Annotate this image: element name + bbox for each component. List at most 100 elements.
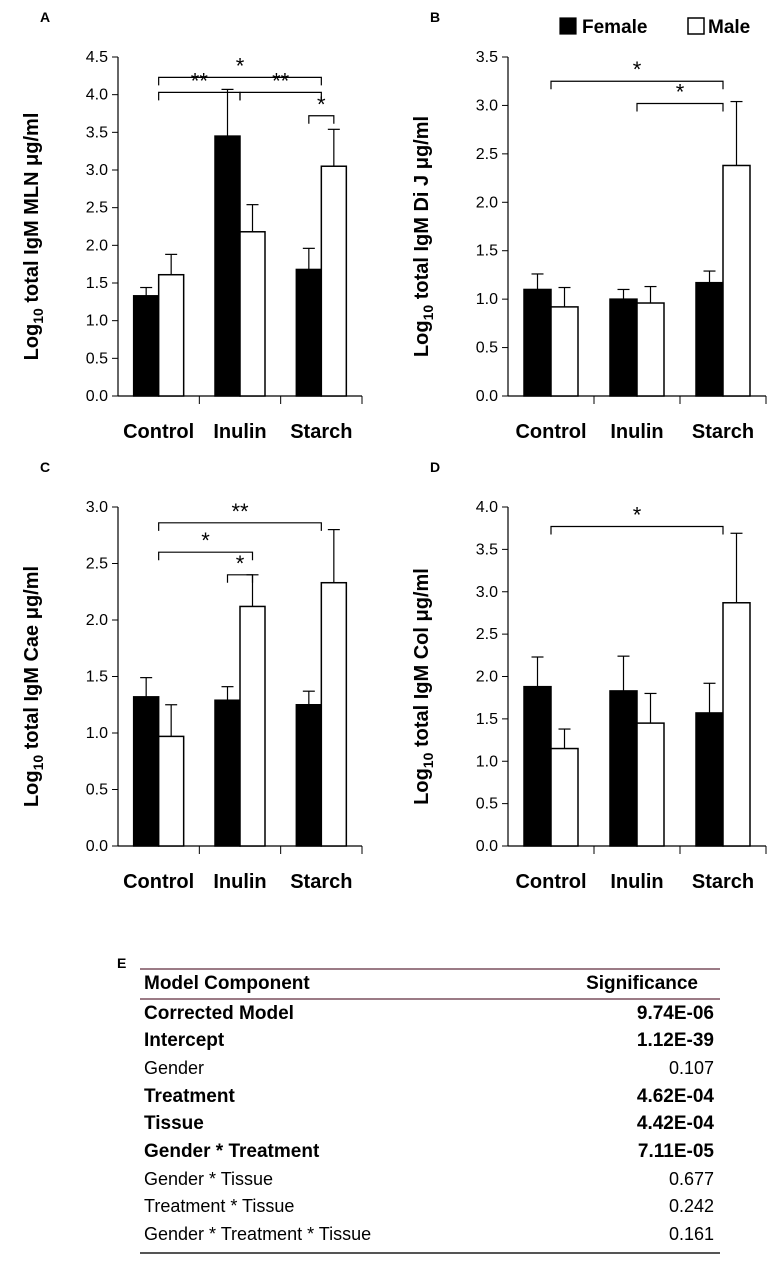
y-axis-label: Log10 total IgM Di J μg/ml bbox=[411, 116, 436, 357]
panel-letter-e: E bbox=[117, 955, 127, 971]
table-row: Intercept 1.12E-39 bbox=[140, 1028, 720, 1056]
category-label: Starch bbox=[290, 871, 352, 893]
y-axis-label-main: Log bbox=[21, 770, 43, 807]
legend-female-swatch bbox=[559, 17, 577, 35]
row-component: Intercept bbox=[144, 1030, 225, 1052]
y-tick-label: 4.5 bbox=[86, 49, 108, 66]
male-bar bbox=[239, 231, 266, 397]
y-tick-label: 2.5 bbox=[86, 200, 108, 217]
y-axis-label-subscript: 10 bbox=[30, 755, 46, 771]
y-tick-label: 1.5 bbox=[86, 275, 108, 292]
y-tick-label: 0.0 bbox=[476, 388, 498, 405]
significance-label: * bbox=[317, 92, 326, 117]
category-label: Inulin bbox=[610, 871, 663, 893]
y-tick-label: 4.0 bbox=[86, 87, 108, 104]
y-axis-label: Log10 total IgM Col μg/ml bbox=[411, 568, 436, 805]
y-axis-label-rest: total IgM Col μg/ml bbox=[411, 568, 433, 752]
y-tick-label: 0.5 bbox=[86, 782, 108, 799]
significance-bracket bbox=[158, 551, 254, 561]
female-bar bbox=[523, 685, 552, 847]
y-tick-label: 0.5 bbox=[476, 340, 498, 357]
table-row: Treatment 4.62E-04 bbox=[140, 1083, 720, 1111]
row-component: Gender * Treatment * Tissue bbox=[144, 1224, 372, 1245]
row-component: Corrected Model bbox=[144, 1002, 294, 1024]
row-component: Treatment bbox=[144, 1085, 235, 1107]
header-significance: Significance bbox=[586, 973, 698, 994]
table-row: Treatment * Tissue 0.242 bbox=[140, 1193, 720, 1221]
significance-bracket bbox=[226, 574, 254, 583]
category-label: Starch bbox=[692, 421, 754, 443]
row-significance: 4.62E-04 bbox=[636, 1085, 714, 1107]
y-tick-label: 4.0 bbox=[476, 499, 498, 516]
significance-bracket bbox=[550, 80, 724, 90]
significance-bracket bbox=[636, 102, 724, 112]
category-label: Starch bbox=[290, 421, 352, 443]
y-tick-label: 2.0 bbox=[86, 612, 108, 629]
table-row: Tissue 4.42E-04 bbox=[140, 1110, 720, 1138]
header-model-component: Model Component bbox=[144, 973, 310, 994]
y-tick-label: 3.0 bbox=[86, 162, 108, 179]
female-bar bbox=[523, 288, 552, 397]
y-tick-label: 2.0 bbox=[476, 669, 498, 686]
y-tick-label: 1.5 bbox=[86, 669, 108, 686]
y-axis-label: Log10 total IgM MLN μg/ml bbox=[21, 113, 46, 361]
y-tick-label: 0.0 bbox=[476, 838, 498, 855]
y-tick-label: 3.0 bbox=[86, 499, 108, 516]
female-bar bbox=[295, 268, 323, 397]
category-label: Inulin bbox=[213, 421, 266, 443]
chart-panel-a: A 0.0 0.5 1.0 1.5 2.0 2.5 3.0 3.5 4.0 4.5 Control In… bbox=[21, 9, 363, 443]
male-bar bbox=[157, 735, 185, 847]
y-tick-label: 1.0 bbox=[86, 725, 108, 742]
significance-bracket bbox=[550, 525, 724, 535]
y-axis-label-subscript: 10 bbox=[420, 305, 436, 321]
female-bar bbox=[132, 295, 160, 397]
significance-bracket bbox=[239, 91, 322, 101]
table-body: Corrected Model 9.74E-06 Intercept 1.12E-39… bbox=[140, 1000, 720, 1248]
legend: Female Male bbox=[559, 17, 750, 38]
row-significance: 0.677 bbox=[668, 1168, 714, 1189]
female-bar bbox=[609, 298, 638, 397]
significance-bracket bbox=[308, 115, 335, 124]
male-bar bbox=[636, 302, 665, 397]
female-bar bbox=[695, 712, 724, 847]
y-axis-label-rest: total IgM Cae μg/ml bbox=[21, 566, 43, 755]
y-tick-label: 1.5 bbox=[476, 711, 498, 728]
row-significance: 1.12E-39 bbox=[636, 1030, 714, 1052]
chart-panel-b: B 0.0 0.5 1.0 1.5 2.0 2.5 3.0 3.5 Control Inulin St… bbox=[411, 9, 767, 443]
significance-label: * bbox=[236, 551, 245, 576]
significance-label: ** bbox=[272, 68, 290, 93]
y-tick-label: 2.0 bbox=[86, 237, 108, 254]
table-row: Gender * Treatment * Tissue 0.161 bbox=[140, 1221, 720, 1249]
female-bar bbox=[295, 704, 323, 847]
significance-label: * bbox=[236, 53, 245, 78]
male-bar bbox=[320, 581, 348, 847]
y-axis-label-rest: total IgM MLN μg/ml bbox=[21, 113, 43, 309]
row-component: Treatment * Tissue bbox=[144, 1196, 295, 1217]
table-row: Corrected Model 9.74E-06 bbox=[140, 1000, 720, 1028]
y-axis-label-rest: total IgM Di J μg/ml bbox=[411, 116, 433, 305]
female-bar bbox=[214, 135, 241, 397]
y-axis-label-main: Log bbox=[21, 324, 43, 361]
y-tick-label: 1.0 bbox=[86, 313, 108, 330]
y-tick-label: 2.0 bbox=[476, 194, 498, 211]
significance-bracket bbox=[158, 522, 322, 531]
category-label: Control bbox=[123, 871, 194, 893]
row-component: Gender * Treatment bbox=[144, 1140, 320, 1162]
y-axis-label-subscript: 10 bbox=[420, 752, 436, 768]
male-bar bbox=[157, 273, 185, 397]
row-significance: 0.107 bbox=[668, 1058, 714, 1079]
male-bar bbox=[239, 605, 266, 847]
row-component: Gender * Tissue bbox=[144, 1168, 274, 1189]
y-axis-label-main: Log bbox=[411, 768, 433, 805]
charts-figure: A 0.0 0.5 1.0 1.5 2.0 2.5 3.0 3.5 4.0 4.5 Control In… bbox=[21, 9, 767, 893]
male-bar bbox=[550, 306, 579, 397]
y-tick-label: 0.0 bbox=[86, 838, 108, 855]
table-bottom-rule bbox=[140, 1252, 720, 1255]
female-bar bbox=[132, 696, 160, 847]
panel-letter-a: A bbox=[40, 9, 50, 25]
male-bar bbox=[722, 164, 751, 397]
y-tick-label: 2.5 bbox=[476, 146, 498, 163]
significance-label: * bbox=[676, 79, 685, 104]
chart-panel-d: D 0.0 0.5 1.0 1.5 2.0 2.5 3.0 3.5 4.0 Control Inuli… bbox=[411, 459, 767, 893]
y-tick-label: 0.5 bbox=[476, 796, 498, 813]
